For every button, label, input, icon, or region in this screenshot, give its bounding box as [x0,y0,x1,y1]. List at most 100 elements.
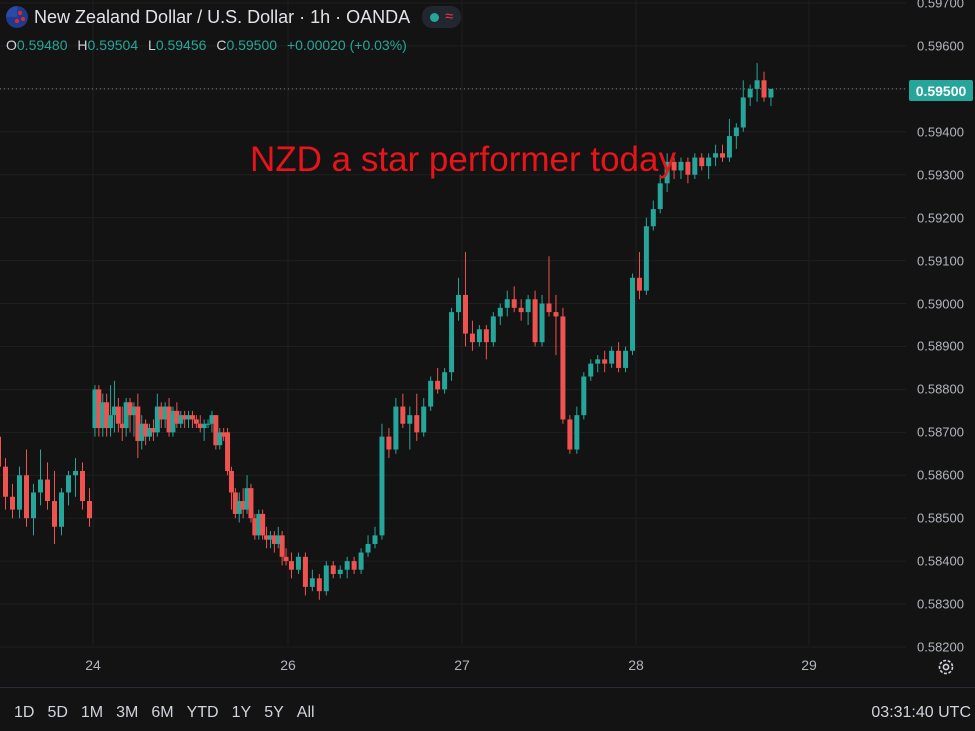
candlestick-series [0,63,774,600]
range-button-3m[interactable]: 3M [116,704,139,721]
candle [87,488,92,527]
candle [288,552,294,579]
candle [567,415,573,454]
chart-annotation: NZD a star performer today [250,140,676,179]
price-axis-label: 0.58700 [917,424,964,440]
candle [100,393,106,437]
range-button-1m[interactable]: 1M [80,704,104,721]
candle-body [449,312,455,373]
bottom-toolbar: 1D 5D 1M 3M 6M YTD 1Y 5Y All 03:31:40 UTC [0,687,975,731]
candle [154,393,160,437]
candle-body [497,307,503,317]
candle [476,325,482,347]
candle [650,200,656,231]
candle-body [135,406,141,441]
chart-header: New Zealand Dollar / U.S. Dollar · 1h · … [6,6,462,28]
price-axis-label: 0.58900 [917,338,964,354]
range-button-1d[interactable]: 1D [14,704,35,721]
candle-body [754,80,760,89]
candle-body [643,226,649,291]
candle-body [671,161,677,171]
candle [119,406,125,441]
candle [379,423,385,540]
candle-body [100,402,106,429]
candle-body [414,415,420,433]
candle [170,406,176,437]
candle-body [178,415,184,424]
candle-body [330,565,336,575]
close-value: 0.59500 [226,37,278,53]
range-button-ytd[interactable]: YTD [186,704,219,721]
time-axis-label: 27 [454,657,470,673]
symbol-title[interactable]: New Zealand Dollar / U.S. Dollar · 1h · … [34,6,411,27]
candle-body [17,475,22,510]
candle [490,312,496,347]
candle [256,509,262,540]
candle [630,273,636,356]
price-axis-label: 0.58800 [917,381,964,397]
candle [400,393,406,429]
candle-body [236,501,242,514]
candle-body [52,501,57,527]
candle [574,406,580,454]
candle [240,488,246,519]
candle [323,561,329,596]
candle-body [699,157,705,167]
range-button-1y[interactable]: 1Y [231,704,252,721]
candle-body [59,492,64,527]
candle-body [170,410,176,433]
settings-gear-icon[interactable] [936,657,956,677]
low-label: L [148,37,156,53]
high-label: H [77,37,88,53]
candle-body [393,406,399,450]
price-axis-label: 0.58400 [917,553,964,569]
candle [158,402,164,429]
candle [123,397,129,437]
candle [316,574,322,600]
utc-clock[interactable]: 03:31:40 UTC [871,704,971,721]
range-button-5y[interactable]: 5Y [264,704,284,721]
candle [588,359,594,381]
candle-body [38,479,43,493]
candle [511,286,517,313]
candle [232,488,238,519]
candle-body [256,513,262,536]
candle [147,423,153,441]
candle-body [768,88,774,98]
candle [166,397,172,437]
candle-body [344,561,350,570]
candle-body [111,406,117,416]
price-axis-label: 0.58600 [917,467,964,483]
candle-body [73,470,78,476]
candle [761,71,767,102]
candle-body [158,406,164,420]
range-button-5d[interactable]: 5D [47,704,68,721]
range-button-6m[interactable]: 6M [151,704,174,721]
candle-body [726,136,732,158]
candle-body [407,415,413,424]
candle-body [602,359,608,364]
candle-body [720,153,725,158]
candle [182,410,188,429]
candle-body [197,423,203,429]
candle-body [706,157,712,167]
candle-body [252,518,258,536]
candle [414,393,420,441]
candle-body [150,428,156,433]
candle [699,153,705,171]
candle-body [518,307,524,313]
candle-body [685,161,691,175]
candle-body [283,556,289,562]
candle-body [504,299,510,308]
candle-body [483,329,489,343]
candle [244,475,250,514]
range-button-all[interactable]: All [296,704,315,721]
candle [201,419,207,441]
market-status-pill[interactable]: ≈ [422,6,462,28]
candle-body [279,535,285,557]
candle [602,350,608,373]
candle-body [302,556,308,587]
price-axis-label: 0.59300 [917,167,964,183]
candle-body [96,389,102,429]
